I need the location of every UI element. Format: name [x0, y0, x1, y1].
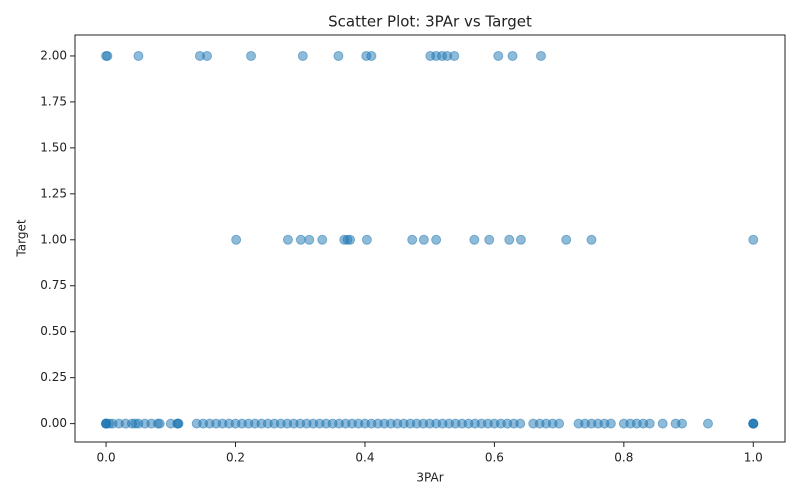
point — [677, 418, 688, 429]
y-axis-label: Target — [15, 219, 29, 257]
point — [133, 50, 144, 61]
y-tick-label: 0.25 — [40, 370, 67, 384]
point — [702, 418, 713, 429]
point — [493, 50, 504, 61]
point — [586, 234, 597, 245]
point — [231, 234, 242, 245]
point — [507, 50, 518, 61]
point — [504, 234, 515, 245]
point — [304, 234, 315, 245]
point — [361, 234, 372, 245]
y-tick-label: 0.50 — [40, 324, 67, 338]
chart-title: Scatter Plot: 3PAr vs Target — [328, 13, 532, 31]
x-axis-label: 3PAr — [416, 471, 443, 485]
point — [469, 234, 480, 245]
point — [333, 50, 344, 61]
y-tick-label: 1.50 — [40, 140, 67, 154]
y-tick-label: 1.00 — [40, 232, 67, 246]
plot-frame — [74, 34, 786, 443]
point — [202, 50, 213, 61]
y-tick-label: 1.25 — [40, 186, 67, 200]
point — [644, 418, 655, 429]
point — [515, 234, 526, 245]
point — [561, 234, 572, 245]
point — [102, 50, 113, 61]
point — [449, 50, 460, 61]
point — [748, 234, 759, 245]
point — [407, 234, 418, 245]
x-tick-label: 1.0 — [744, 451, 763, 465]
point — [246, 50, 257, 61]
point — [748, 418, 759, 429]
point — [317, 234, 328, 245]
point — [154, 418, 165, 429]
x-tick-label: 0.8 — [614, 451, 633, 465]
point — [366, 50, 377, 61]
point — [282, 234, 293, 245]
point — [418, 234, 429, 245]
x-tick-label: 0.0 — [97, 451, 116, 465]
point — [515, 418, 526, 429]
point — [535, 50, 546, 61]
x-tick-label: 0.2 — [226, 451, 245, 465]
point — [484, 234, 495, 245]
point — [173, 418, 184, 429]
y-tick-label: 2.00 — [40, 48, 67, 62]
y-tick-label: 1.75 — [40, 94, 67, 108]
point — [431, 234, 442, 245]
y-tick-label: 0.75 — [40, 278, 67, 292]
point — [554, 418, 565, 429]
point — [295, 234, 306, 245]
point — [297, 50, 308, 61]
point — [657, 418, 668, 429]
point — [345, 234, 356, 245]
x-tick-label: 0.4 — [355, 451, 374, 465]
y-tick-label: 0.00 — [40, 416, 67, 430]
x-tick-label: 0.6 — [485, 451, 504, 465]
point — [605, 418, 616, 429]
